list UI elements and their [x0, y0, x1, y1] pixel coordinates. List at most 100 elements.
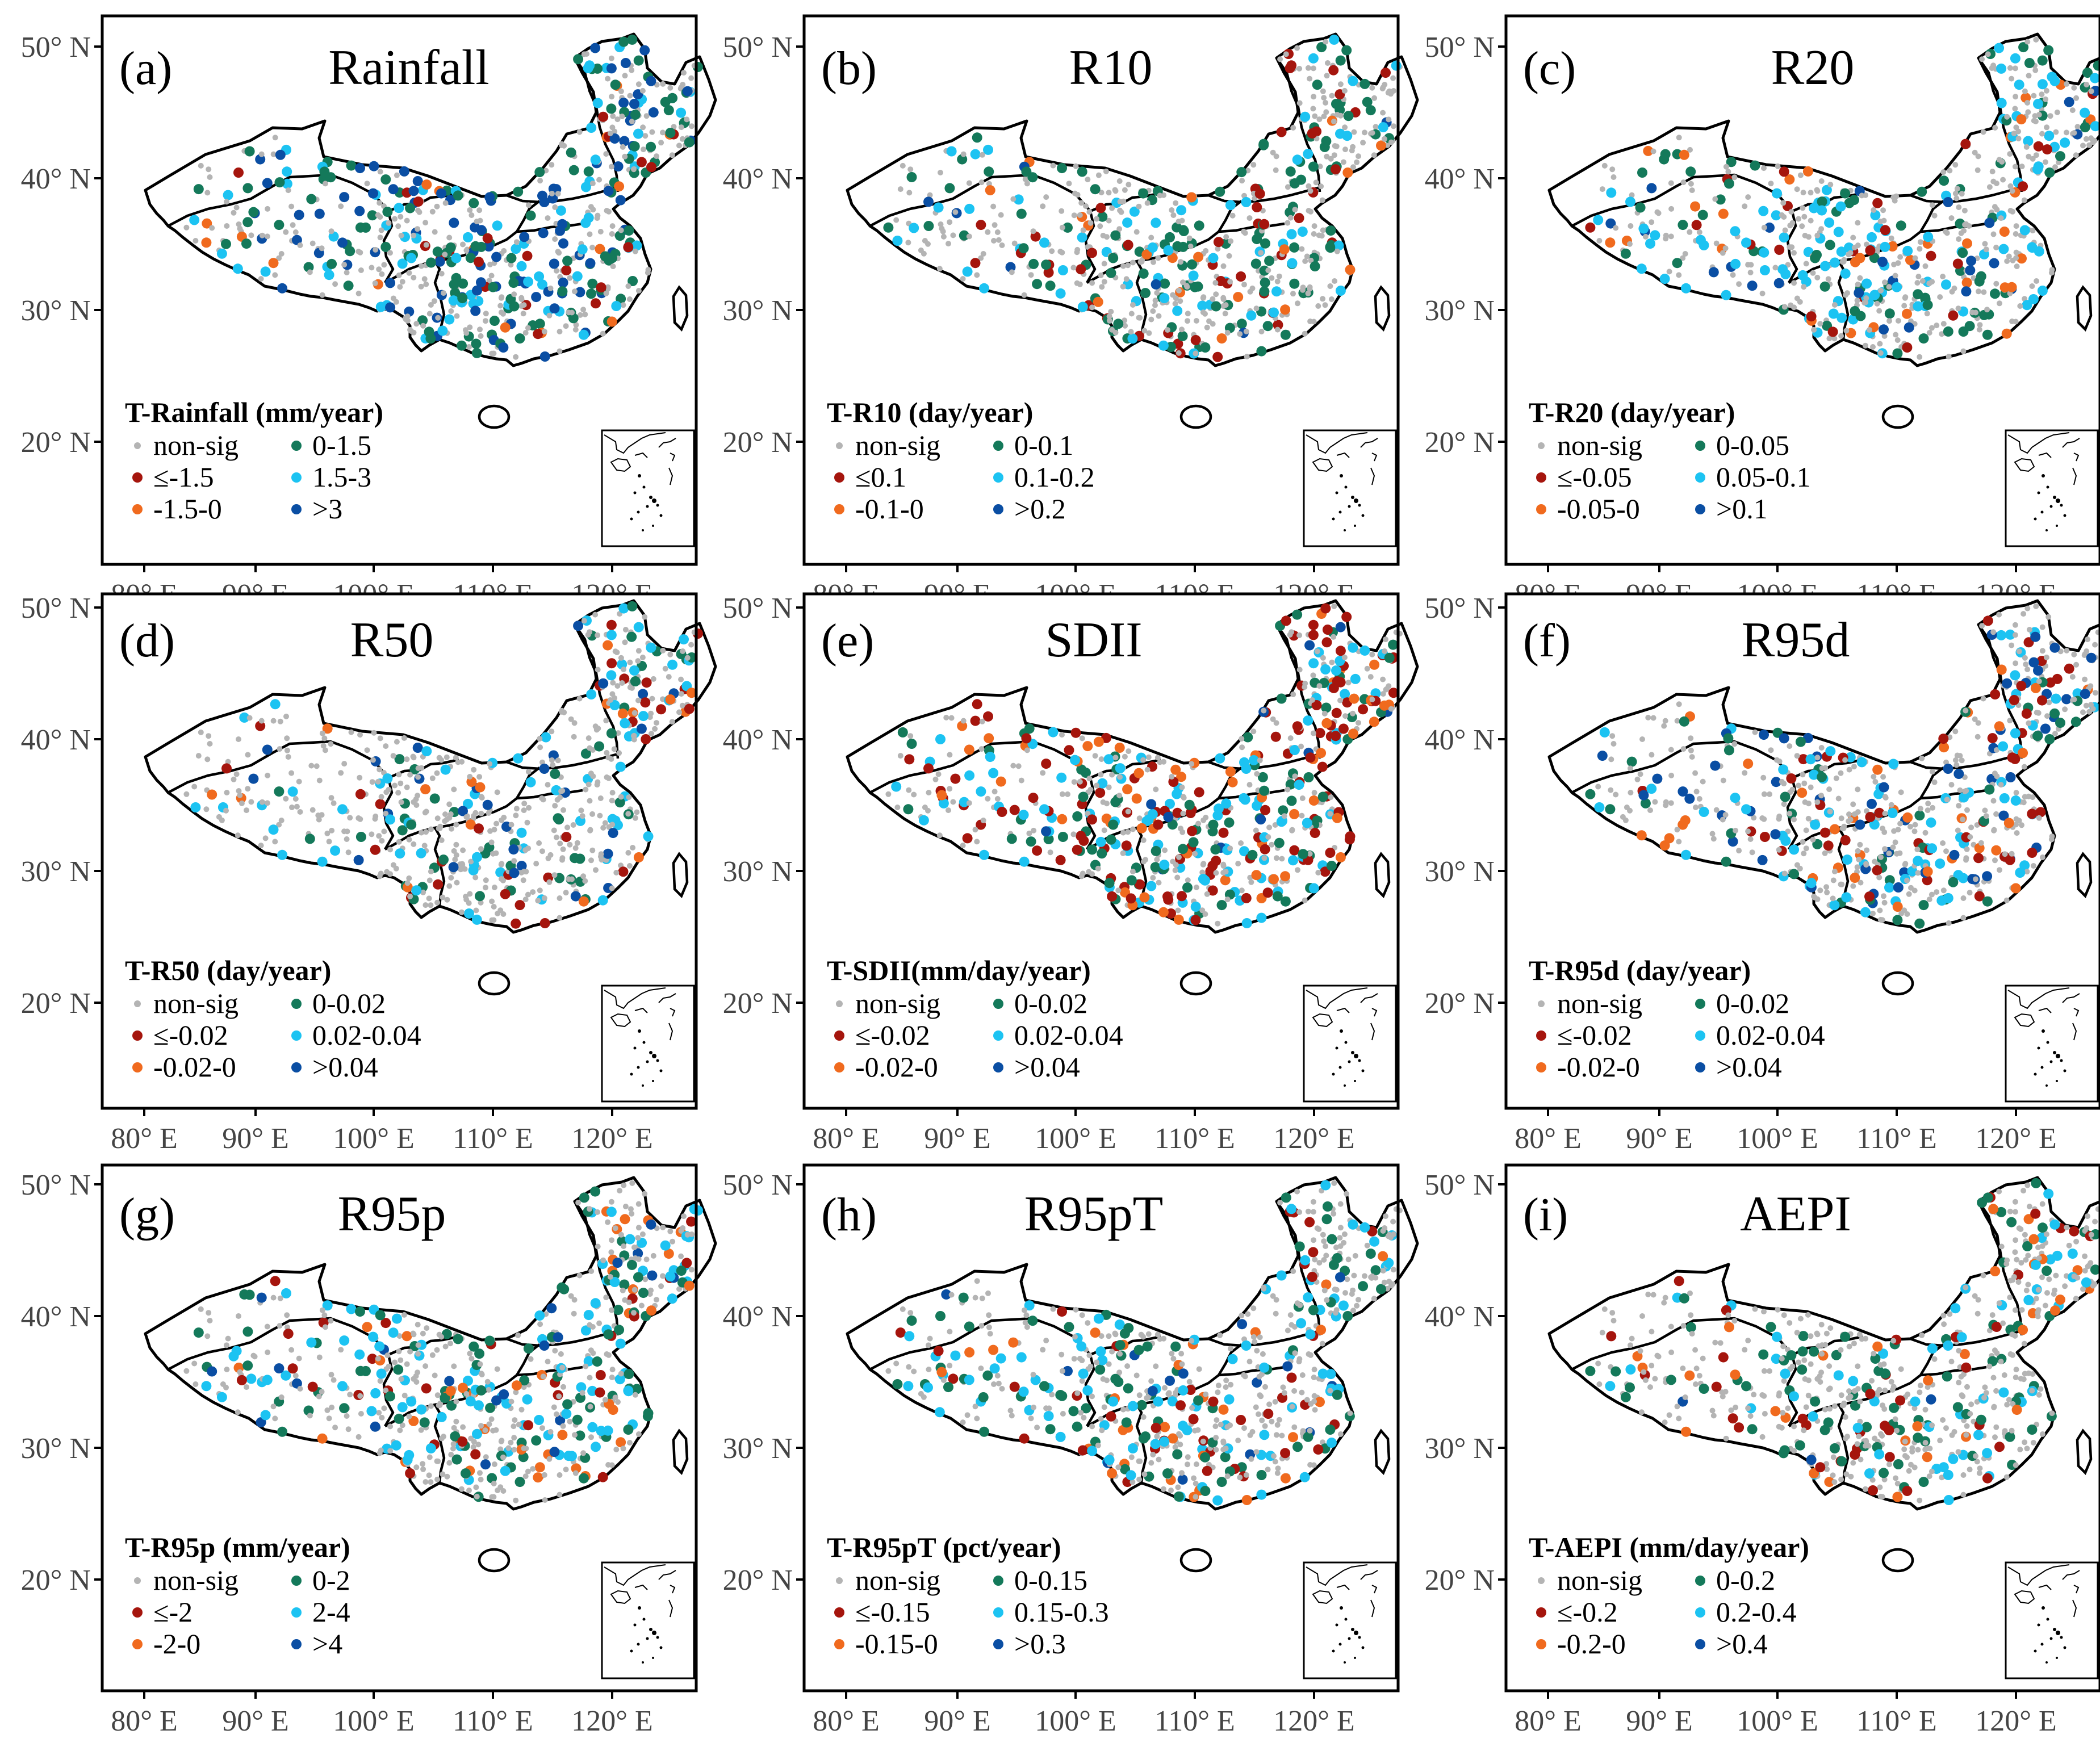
station-point [612, 648, 618, 655]
station-point [283, 229, 289, 235]
station-point [613, 1447, 620, 1452]
station-point [1287, 215, 1294, 221]
station-point [1010, 196, 1016, 202]
station-point [665, 128, 676, 138]
station-point [464, 908, 474, 919]
panel-title: R10 [1069, 40, 1153, 95]
station-point [423, 281, 429, 287]
panel-title: R50 [350, 613, 434, 668]
station-point [1296, 65, 1303, 72]
station-point [1039, 804, 1049, 815]
y-tick-label: 50° N [21, 1169, 91, 1201]
station-point [355, 1306, 365, 1317]
station-point [1674, 718, 1680, 724]
station-point [282, 178, 292, 189]
station-point [1944, 797, 1950, 803]
x-tick-label: 120° E [1273, 1122, 1355, 1155]
station-point [2030, 156, 2036, 162]
station-point [1882, 794, 1888, 800]
legend-swatch [1538, 1000, 1545, 1007]
station-point [1661, 723, 1667, 729]
station-point [477, 1470, 483, 1476]
station-point [1311, 790, 1317, 796]
station-point [1270, 731, 1281, 742]
station-point [1993, 244, 1999, 250]
station-point [309, 240, 316, 246]
station-point [1310, 672, 1316, 678]
station-point [960, 718, 967, 724]
station-point [1979, 56, 1985, 62]
station-point [1599, 186, 1605, 192]
station-point [587, 231, 593, 237]
station-point [482, 233, 493, 244]
station-point [638, 1288, 649, 1298]
station-point [1173, 914, 1184, 925]
station-point [246, 1373, 257, 1384]
station-point [1235, 861, 1241, 867]
station-point [1077, 166, 1087, 177]
station-point [2042, 159, 2048, 165]
station-point [1289, 827, 1295, 833]
station-point [483, 885, 488, 891]
station-point [248, 799, 254, 805]
station-point [555, 191, 561, 197]
station-point [960, 151, 967, 157]
station-point [1250, 258, 1261, 269]
station-point [448, 862, 459, 873]
station-point [1210, 296, 1216, 302]
station-point [554, 834, 559, 840]
station-point [2007, 752, 2018, 763]
station-point [1110, 797, 1121, 807]
station-point [2024, 605, 2031, 611]
station-point [1646, 183, 1657, 194]
station-point [426, 1472, 432, 1478]
station-point [1742, 770, 1748, 776]
station-point [490, 851, 496, 857]
station-point [2072, 688, 2083, 699]
station-point [557, 348, 563, 354]
station-point [1170, 764, 1181, 775]
station-point [545, 1359, 551, 1365]
hainan-island [1179, 1548, 1212, 1573]
station-point [1662, 718, 1668, 724]
station-point [537, 736, 543, 742]
station-point [1692, 770, 1699, 776]
station-point [533, 329, 543, 340]
station-point [332, 1425, 338, 1431]
station-point [1114, 1319, 1125, 1330]
station-point [2016, 681, 2027, 692]
station-point [1960, 139, 1971, 149]
station-point [1308, 619, 1319, 630]
station-point [1082, 741, 1093, 752]
station-point [964, 744, 974, 755]
station-point [380, 242, 391, 252]
station-point [1310, 65, 1316, 72]
station-point [1117, 207, 1123, 213]
station-point [2014, 263, 2020, 270]
station-point [425, 1443, 436, 1453]
station-point [892, 1379, 903, 1389]
station-point [646, 1219, 656, 1230]
station-point [1929, 769, 1935, 775]
station-point [1260, 277, 1270, 288]
station-point [681, 1213, 687, 1220]
station-point [1328, 156, 1334, 162]
station-point [629, 1210, 635, 1217]
station-point [500, 1454, 506, 1460]
station-point [654, 1297, 659, 1303]
station-point [1880, 774, 1886, 780]
station-point [1761, 791, 1767, 797]
station-point [616, 1437, 626, 1448]
station-point [294, 803, 300, 810]
station-point [2030, 631, 2041, 642]
station-point [590, 207, 596, 213]
station-point [434, 203, 440, 210]
station-point [1236, 167, 1247, 178]
station-point [1095, 1346, 1106, 1357]
station-point [1276, 693, 1287, 704]
station-point [1634, 776, 1641, 782]
station-point [338, 1347, 344, 1353]
station-point [1089, 280, 1095, 286]
station-point [256, 1292, 267, 1303]
station-point [1243, 732, 1253, 743]
